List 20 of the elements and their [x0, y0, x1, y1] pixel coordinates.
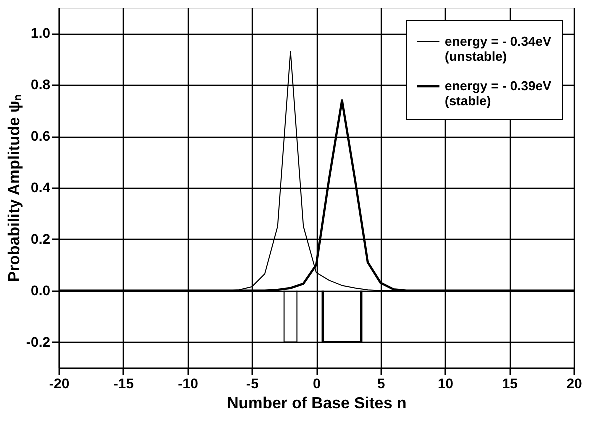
- x-tick-label: -5: [246, 376, 260, 392]
- legend-label: energy = - 0.39eV (stable): [445, 78, 552, 108]
- y-tick-label: 0.0: [31, 282, 51, 298]
- x-tick-label: 10: [438, 376, 454, 392]
- y-axis-title: Probability Amplitude ψₙ: [6, 94, 24, 282]
- y-tick-label: 0.6: [31, 128, 51, 144]
- x-axis-title: Number of Base Sites n: [227, 396, 407, 412]
- legend-label: energy = - 0.34eV (unstable): [445, 34, 552, 64]
- y-tick-label: 0.8: [31, 76, 51, 93]
- x-tick-label: -10: [178, 376, 199, 392]
- x-tick-label: 15: [502, 376, 518, 392]
- x-tick-label: -20: [49, 376, 70, 392]
- y-tick-label: 0.4: [31, 180, 51, 196]
- y-tick-label: 0.2: [31, 230, 51, 247]
- x-tick-label: 5: [377, 376, 386, 392]
- x-tick-label: 0: [313, 376, 322, 392]
- y-tick-label: -0.2: [26, 334, 51, 350]
- x-tick-label: -15: [114, 376, 134, 392]
- x-tick-label: 20: [566, 376, 582, 392]
- y-tick-label: 1.0: [31, 25, 51, 42]
